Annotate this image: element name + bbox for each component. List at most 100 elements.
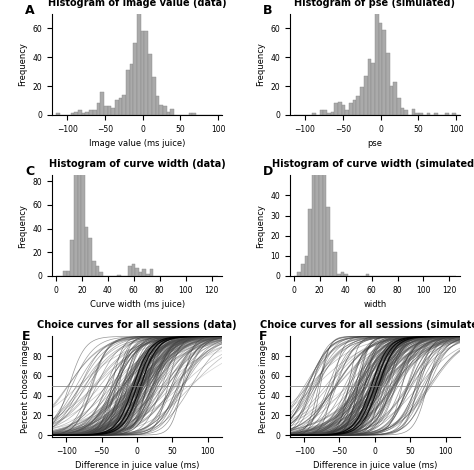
Bar	[323, 127, 326, 276]
Y-axis label: Frequency: Frequency	[18, 204, 27, 248]
Bar	[108, 106, 111, 115]
Title: Choice curves for all sessions (simulated): Choice curves for all sessions (simulate…	[260, 320, 474, 330]
Bar	[152, 78, 155, 115]
Bar	[312, 129, 315, 276]
Bar	[192, 113, 196, 115]
Title: Histogram of pse (simulated): Histogram of pse (simulated)	[294, 0, 456, 8]
Bar	[145, 31, 148, 115]
Bar	[122, 94, 126, 115]
Bar	[371, 63, 375, 115]
Bar	[118, 98, 122, 115]
Bar	[130, 64, 133, 115]
Bar	[319, 10, 323, 276]
Bar	[404, 110, 408, 115]
Bar	[382, 30, 386, 115]
X-axis label: pse: pse	[367, 139, 383, 148]
Bar	[139, 273, 143, 276]
Bar	[427, 113, 430, 115]
Bar	[334, 103, 338, 115]
Text: F: F	[259, 330, 268, 344]
Text: A: A	[25, 4, 35, 17]
Bar	[93, 110, 97, 115]
Text: D: D	[263, 165, 273, 178]
Bar	[74, 112, 78, 115]
Bar	[126, 70, 130, 115]
Bar	[360, 87, 364, 115]
Bar	[445, 113, 449, 115]
Bar	[305, 256, 308, 276]
Bar	[128, 266, 132, 276]
Bar	[366, 274, 369, 276]
X-axis label: Difference in juice value (ms): Difference in juice value (ms)	[75, 462, 199, 470]
Bar	[412, 109, 416, 115]
Bar	[353, 101, 356, 115]
Bar	[85, 227, 89, 276]
Bar	[341, 272, 344, 276]
Bar	[308, 210, 312, 276]
Bar	[434, 113, 438, 115]
Bar	[326, 207, 330, 276]
X-axis label: Curve width (ms juice): Curve width (ms juice)	[90, 300, 185, 309]
Y-axis label: Frequency: Frequency	[18, 42, 27, 86]
Text: E: E	[21, 330, 30, 344]
Bar	[338, 102, 342, 115]
Bar	[379, 23, 382, 115]
Y-axis label: Frequency: Frequency	[256, 42, 265, 86]
Bar	[333, 252, 337, 276]
Bar	[135, 267, 139, 276]
Bar	[63, 271, 67, 276]
Bar	[364, 76, 367, 115]
Bar	[115, 101, 118, 115]
Y-axis label: Frequency: Frequency	[256, 204, 265, 248]
Bar	[96, 266, 99, 276]
Bar	[89, 238, 92, 276]
Bar	[141, 31, 145, 115]
Bar	[146, 274, 150, 276]
Bar	[344, 274, 348, 276]
X-axis label: Difference in juice value (ms): Difference in juice value (ms)	[313, 462, 437, 470]
Bar	[82, 113, 85, 115]
Bar	[74, 161, 78, 276]
Bar	[397, 98, 401, 115]
Bar	[419, 113, 423, 115]
Text: B: B	[263, 4, 272, 17]
X-axis label: Image value (ms juice): Image value (ms juice)	[89, 139, 185, 148]
Bar	[323, 110, 327, 115]
Bar	[71, 241, 74, 276]
Title: Histogram of curve width (simulated): Histogram of curve width (simulated)	[272, 159, 474, 169]
Bar	[133, 43, 137, 115]
X-axis label: width: width	[363, 300, 386, 309]
Bar	[327, 113, 330, 115]
Bar	[155, 96, 159, 115]
Bar	[143, 269, 146, 276]
Title: Histogram of curve width (data): Histogram of curve width (data)	[49, 159, 226, 169]
Y-axis label: Percent choose image: Percent choose image	[21, 340, 30, 433]
Bar	[319, 110, 323, 115]
Bar	[349, 103, 353, 115]
Bar	[117, 275, 121, 276]
Bar	[312, 113, 316, 115]
Text: C: C	[25, 165, 34, 178]
Bar	[330, 112, 334, 115]
Bar	[159, 105, 163, 115]
Bar	[163, 106, 167, 115]
Bar	[148, 55, 152, 115]
Bar	[346, 110, 349, 115]
Bar	[330, 240, 333, 276]
Bar	[337, 274, 341, 276]
Bar	[416, 113, 419, 115]
Bar	[78, 110, 82, 115]
Bar	[92, 260, 96, 276]
Bar	[137, 10, 141, 115]
Bar	[301, 264, 305, 276]
Bar	[170, 109, 174, 115]
Bar	[189, 113, 192, 115]
Bar	[89, 110, 93, 115]
Bar	[386, 53, 390, 115]
Bar	[150, 269, 153, 276]
Bar	[342, 105, 346, 115]
Bar	[390, 86, 393, 115]
Bar	[104, 106, 108, 115]
Bar	[167, 112, 170, 115]
Bar	[100, 92, 104, 115]
